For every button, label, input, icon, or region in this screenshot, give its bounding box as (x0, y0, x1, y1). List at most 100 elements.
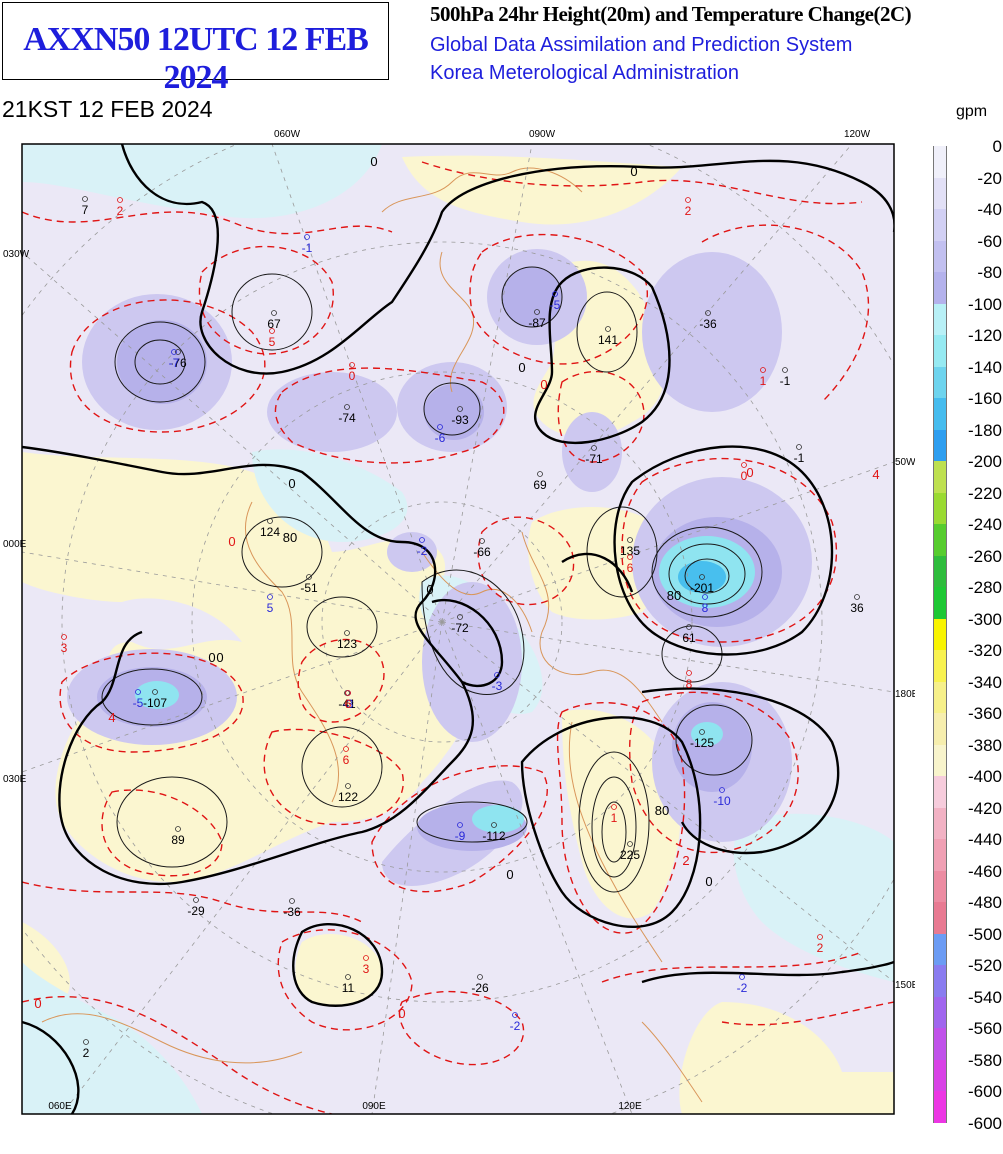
contour-label: 0 (370, 154, 377, 169)
isotherm-label: 4 (108, 710, 115, 725)
height-change-value: -66 (473, 545, 491, 559)
legend-swatch (933, 556, 947, 588)
temperature-change-value-blue: -9 (455, 829, 466, 843)
legend-swatch (933, 934, 947, 966)
contour-label: 80 (283, 530, 297, 545)
temperature-change-value-red: 3 (363, 962, 370, 976)
contour-label: 0 (506, 867, 513, 882)
legend-swatch (933, 745, 947, 777)
isotherm-label: 2 (682, 853, 689, 868)
legend-label: -300 (968, 610, 1002, 630)
height-change-value: -72 (451, 621, 469, 635)
height-change-value: -71 (585, 452, 603, 466)
legend-row: -600 (933, 1123, 1003, 1154)
contour-label: 80 (667, 588, 681, 603)
temperature-change-value-red: 8 (686, 677, 693, 691)
legend-label: -140 (968, 358, 1002, 378)
longitude-label-top: 120W (844, 129, 871, 140)
legend-label: -400 (968, 767, 1002, 787)
legend-label: -180 (968, 421, 1002, 441)
legend-swatch (933, 713, 947, 745)
isotherm-label: 4 (872, 467, 879, 482)
legend-label: -580 (968, 1051, 1002, 1071)
valid-time: 21KST 12 FEB 2024 (2, 96, 213, 123)
height-change-value: 123 (337, 637, 357, 651)
legend-swatch (933, 619, 947, 651)
legend-swatch (933, 146, 947, 178)
height-change-value: -26 (471, 981, 489, 995)
temperature-change-value-blue: -3 (492, 679, 503, 693)
height-change-value: -36 (283, 905, 301, 919)
temperature-change-value-red: 2 (685, 204, 692, 218)
product-title-box: AXXN50 12UTC 12 FEB 2024 (2, 2, 389, 80)
height-change-value: 135 (620, 544, 640, 558)
legend-swatch (933, 272, 947, 304)
legend-label: -340 (968, 673, 1002, 693)
temperature-change-value-blue: -2 (510, 1019, 521, 1033)
legend-label: -500 (968, 925, 1002, 945)
temperature-change-value-red: 0 (349, 369, 356, 383)
contour-label: 0 (518, 360, 525, 375)
longitude-label-left: 030E (3, 774, 27, 785)
contour-label: 0 (216, 650, 223, 665)
legend-label: -240 (968, 515, 1002, 535)
longitude-label-right: 50W (895, 457, 915, 468)
legend-swatch (933, 1028, 947, 1060)
height-change-value: 89 (171, 833, 185, 847)
legend-label: -600 (968, 1082, 1002, 1102)
legend-label: -320 (968, 641, 1002, 661)
legend-label: -120 (968, 326, 1002, 346)
height-change-value: -74 (338, 411, 356, 425)
longitude-label-right: 150E (895, 980, 915, 991)
temperature-change-value-blue: -5 (550, 298, 561, 312)
temperature-change-value-blue: -5 (133, 696, 144, 710)
legend-unit: gpm (956, 103, 987, 121)
temperature-change-value-red: 3 (61, 641, 68, 655)
temperature-change-value-blue: -7 (169, 356, 180, 370)
temperature-change-value-red: 6 (627, 561, 634, 575)
longitude-label-bottom: 090E (362, 1101, 386, 1112)
legend-label: -460 (968, 862, 1002, 882)
temperature-change-value-red: 1 (760, 374, 767, 388)
legend-label: -260 (968, 547, 1002, 567)
height-change-value: -36 (699, 317, 717, 331)
legend-swatch (933, 524, 947, 556)
isotherm-label: 0 (540, 377, 547, 392)
height-change-value: -107 (143, 696, 167, 710)
height-change-value: -1 (780, 374, 791, 388)
legend-swatch (933, 430, 947, 462)
legend-label: -100 (968, 295, 1002, 315)
contour-label: 0 (426, 582, 433, 597)
temperature-change-value-red: 5 (269, 335, 276, 349)
temperature-change-value-red: 2 (817, 941, 824, 955)
weather-map: 060W090W120W030W000E030E060E090E120E50W1… (2, 122, 915, 1115)
legend-label: -560 (968, 1019, 1002, 1039)
system-name: Global Data Assimilation and Prediction … (430, 34, 852, 57)
longitude-label-left: 000E (3, 539, 27, 550)
isotherm-label: 0 (398, 1006, 405, 1021)
legend-swatch (933, 1091, 947, 1123)
height-change-value: 141 (598, 333, 618, 347)
temperature-change-value-blue: -2 (737, 981, 748, 995)
contour-label: 0 (705, 874, 712, 889)
legend-swatch (933, 839, 947, 871)
legend-label: -440 (968, 830, 1002, 850)
temperature-change-value-red: 2 (117, 204, 124, 218)
height-change-value: 2 (83, 1046, 90, 1060)
legend-label: -600 (968, 1114, 1002, 1134)
isotherm-label: 0 (746, 465, 753, 480)
temperature-change-value-red: 1 (611, 811, 618, 825)
legend-label: -280 (968, 578, 1002, 598)
longitude-label-top: 090W (529, 129, 556, 140)
legend-label: -80 (977, 263, 1002, 283)
legend-swatch (933, 965, 947, 997)
legend-swatch (933, 398, 947, 430)
height-change-value: -29 (187, 904, 205, 918)
chart-title: 500hPa 24hr Height(20m) and Temperature … (430, 2, 911, 27)
legend-swatch (933, 461, 947, 493)
legend-swatch (933, 209, 947, 241)
legend-label: -60 (977, 232, 1002, 252)
height-change-value: -125 (690, 736, 714, 750)
legend-swatch (933, 367, 947, 399)
height-change-value: -201 (690, 581, 714, 595)
